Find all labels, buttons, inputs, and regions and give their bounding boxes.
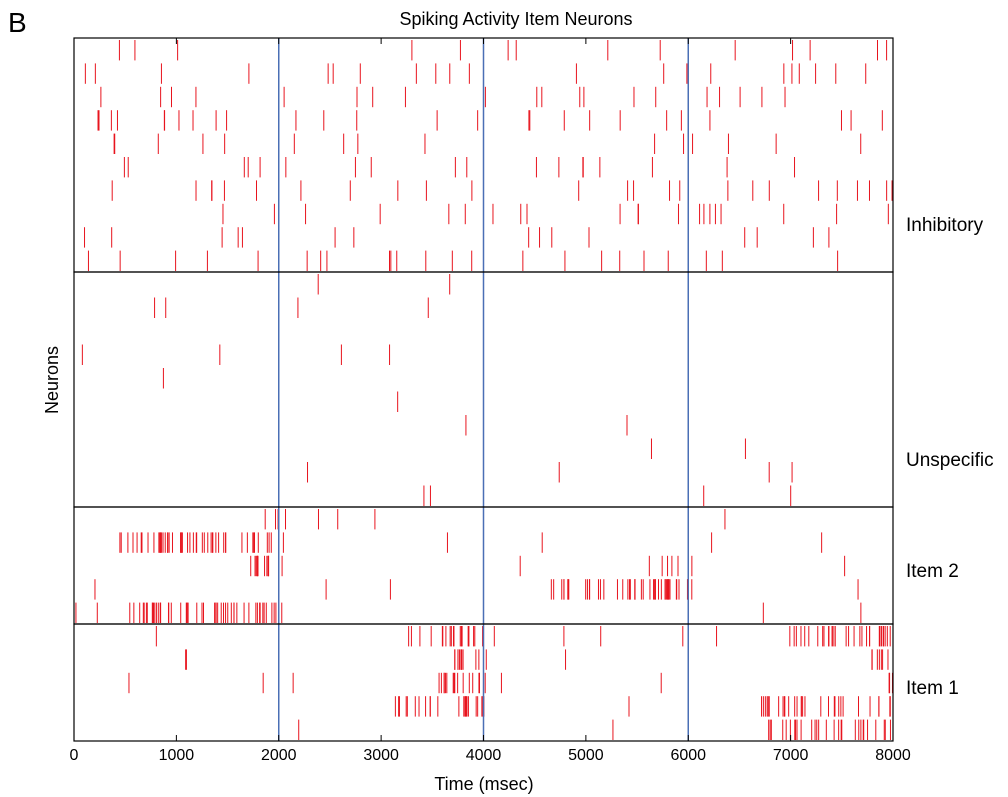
group-labels: Inhibitory Unspecific Item 2 Item 1 xyxy=(906,215,994,699)
x-tick-label: 6000 xyxy=(670,747,706,764)
group-label: Item 1 xyxy=(906,678,959,699)
x-tick-label: 3000 xyxy=(363,747,399,764)
x-tick-label: 8000 xyxy=(875,747,911,764)
spike-layer xyxy=(75,40,893,740)
spike-group-0 xyxy=(84,40,893,271)
group-label: Item 2 xyxy=(906,561,959,582)
group-label: Unspecific xyxy=(906,450,994,471)
x-tick-label: 1000 xyxy=(159,747,195,764)
spike-group-3 xyxy=(128,626,893,740)
x-tick-label: 2000 xyxy=(261,747,297,764)
x-tick-label: 5000 xyxy=(568,747,604,764)
stimulus-marker-layer xyxy=(278,38,689,741)
panel-letter: B xyxy=(8,7,27,38)
x-tick-label: 7000 xyxy=(773,747,809,764)
x-axis-ticks: 0 1000 2000 3000 4000 5000 6000 7000 8000 xyxy=(70,38,911,764)
x-tick-label: 0 xyxy=(70,747,79,764)
spike-group-2 xyxy=(75,509,862,623)
spike-group-1 xyxy=(81,274,793,506)
chart-title: Spiking Activity Item Neurons xyxy=(399,9,632,29)
group-label: Inhibitory xyxy=(906,215,984,236)
panel-frames xyxy=(73,37,894,742)
x-tick-label: 4000 xyxy=(466,747,502,764)
x-axis-label: Time (msec) xyxy=(434,774,533,794)
y-axis-label: Neurons xyxy=(42,346,62,414)
